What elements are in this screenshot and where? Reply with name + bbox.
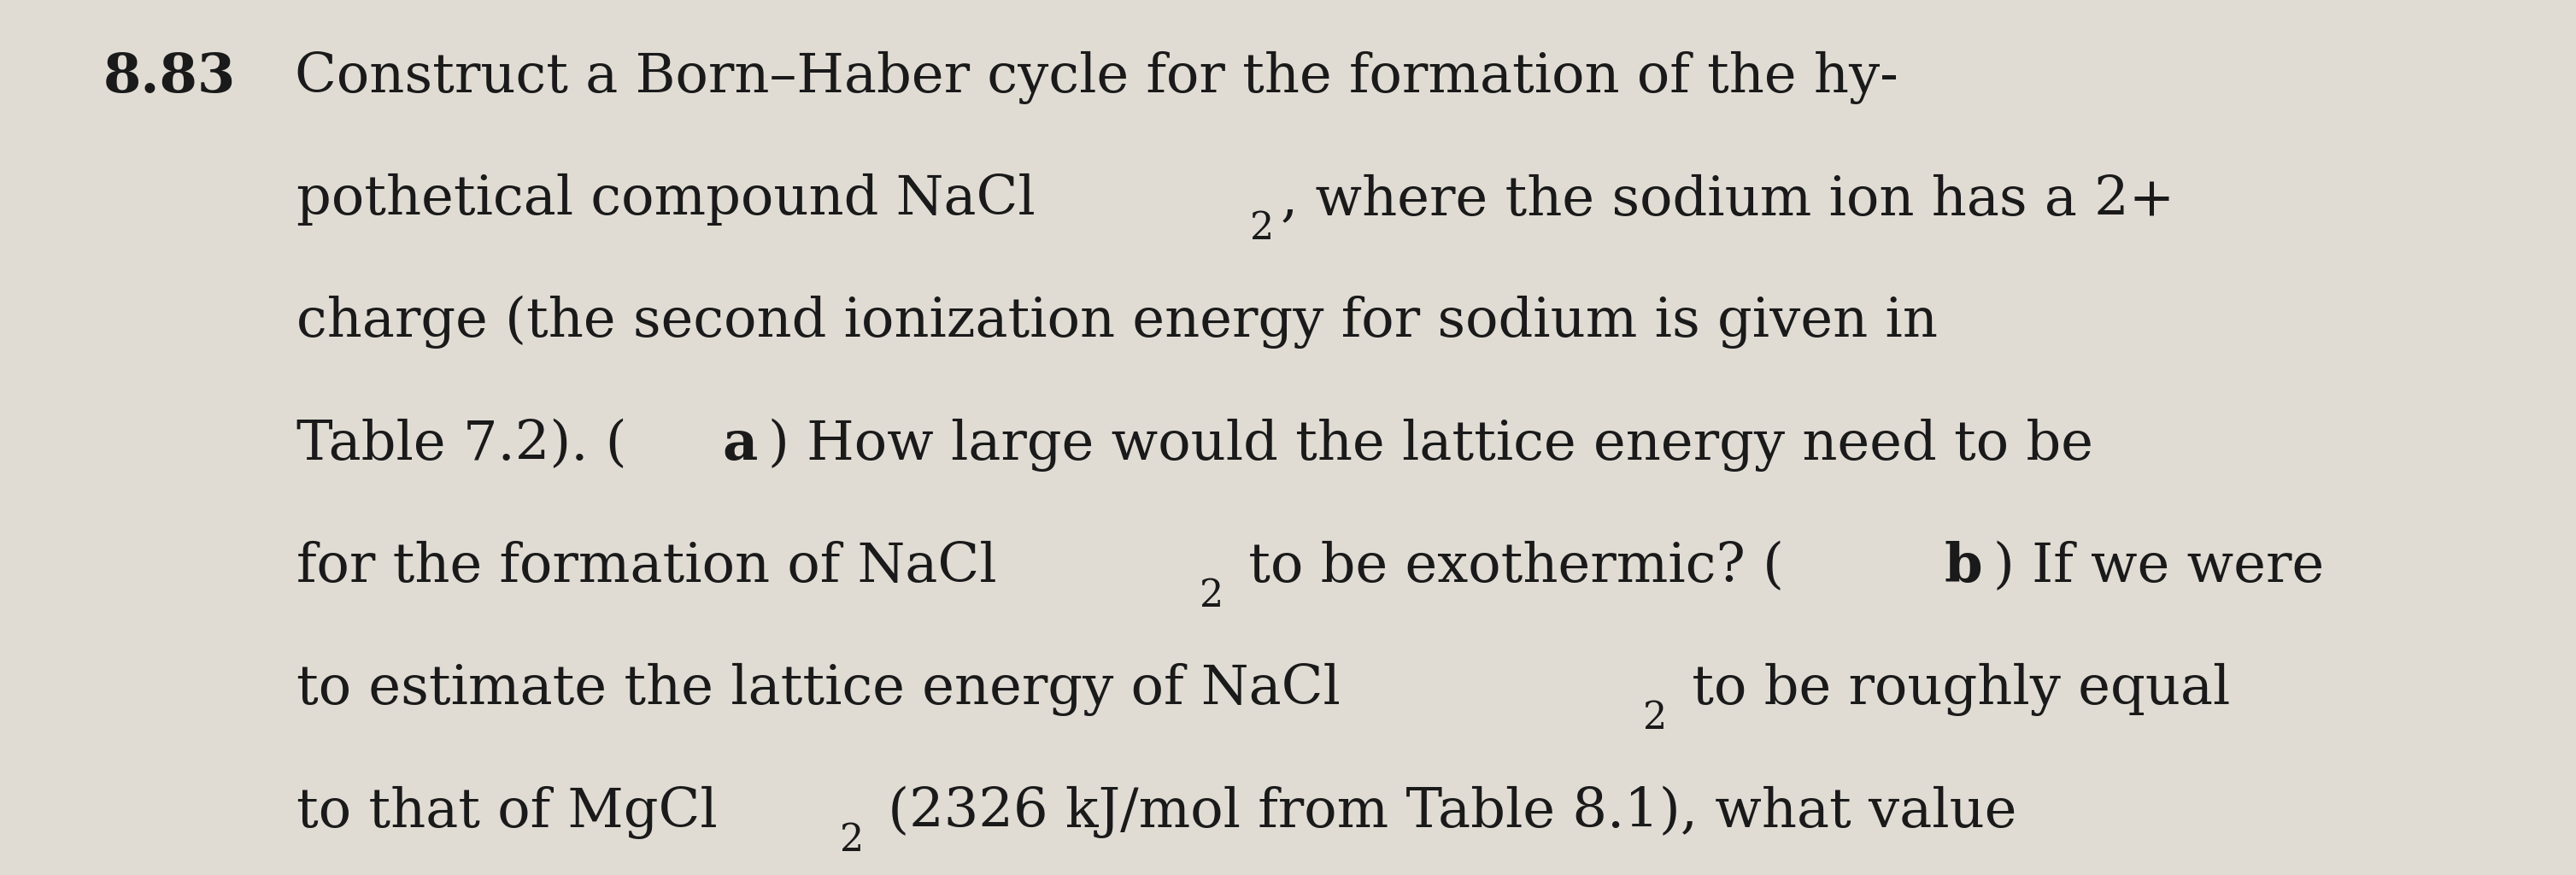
Text: Table 7.2). (: Table 7.2). (: [296, 418, 626, 471]
Text: (2326 kJ/mol from Table 8.1), what value: (2326 kJ/mol from Table 8.1), what value: [871, 786, 2017, 838]
Text: charge (the second ionization energy for sodium is given in: charge (the second ionization energy for…: [296, 296, 1937, 349]
Text: b: b: [1945, 541, 1984, 593]
Text: for the formation of NaCl: for the formation of NaCl: [296, 541, 997, 593]
Text: 2: 2: [1643, 700, 1667, 737]
Text: to be exothermic? (: to be exothermic? (: [1231, 541, 1783, 593]
Text: 2: 2: [1200, 578, 1224, 614]
Text: pothetical compound NaCl: pothetical compound NaCl: [296, 173, 1036, 226]
Text: a: a: [721, 418, 757, 471]
Text: to estimate the lattice energy of NaCl: to estimate the lattice energy of NaCl: [296, 663, 1340, 717]
Text: ) How large would the lattice energy need to be: ) How large would the lattice energy nee…: [768, 418, 2094, 472]
Text: 2: 2: [1249, 210, 1273, 247]
Text: to be roughly equal: to be roughly equal: [1674, 663, 2231, 717]
Text: to that of MgCl: to that of MgCl: [296, 786, 716, 839]
Text: 8.83: 8.83: [103, 51, 237, 103]
Text: Construct a Born–Haber cycle for the formation of the hy-: Construct a Born–Haber cycle for the for…: [294, 51, 1899, 104]
Text: 2: 2: [840, 822, 863, 859]
Text: , where the sodium ion has a 2+: , where the sodium ion has a 2+: [1280, 173, 2174, 226]
Text: ) If we were: ) If we were: [1994, 541, 2324, 593]
